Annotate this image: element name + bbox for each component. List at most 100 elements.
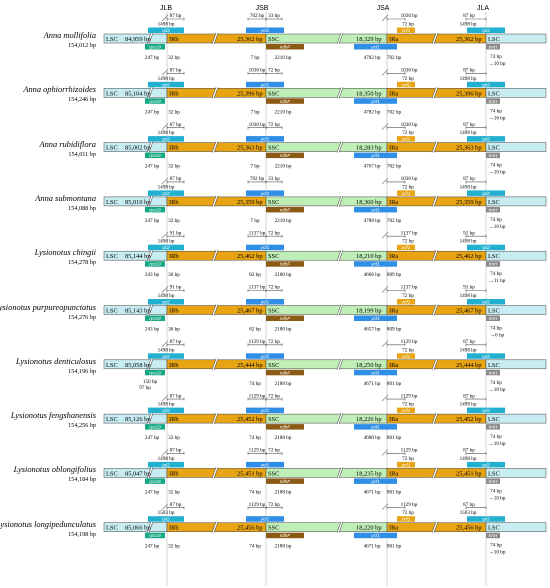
row-8-hook-rpl2-gap (161, 394, 169, 402)
row-1-rpl2-length: 1498 bp (158, 22, 175, 28)
row-5-dim-rpl2-right-gap-label: 91 bp (463, 230, 475, 236)
row-6-gene-ycf1-ssc-label: ycf1 (370, 316, 380, 321)
row-1-gene-ycf1-left (246, 27, 284, 33)
row-5-ira-label: IRa (389, 253, 398, 260)
row-7-rpl2-length: 1498 bp (158, 347, 175, 353)
row-9-break-ira-bg (431, 467, 439, 479)
row-6-gene-rpl2-right (467, 299, 505, 305)
row-10-dim-rpl2-gap-label: 87 bp (170, 502, 182, 508)
row-2-dim-rpl2-gap-label: 87 bp (170, 68, 182, 74)
row-7-gene-rpl2-right (467, 353, 505, 359)
row-7-gene-ycf1-right-label: ycf1 (401, 354, 411, 359)
row-3-dim-ycf1-irb-label: 1030 bp (249, 122, 266, 128)
row-10-ycf1-ira-overlap: 801 bp (387, 544, 402, 550)
row-1-hook-rpl2-gap (161, 14, 169, 22)
row-6-gene-ycf1-left (246, 299, 284, 305)
row-7-break-ira-a (431, 358, 437, 370)
row-10-break-ssc-a (336, 521, 342, 533)
row-10-hook-rpl2-gap (161, 503, 169, 510)
row-1-gene-ycf1-ssc-label: ycf1 (370, 45, 380, 50)
row-7-dim-ira-gap-label: 1129 bp (401, 339, 418, 345)
row-2-gene-ycf1-left-label: ycf1 (260, 82, 270, 87)
row-10-ssc-length: 18,220 bp (356, 525, 382, 532)
row-9-ssc-label: SSC (268, 470, 279, 477)
row-4-break-ira-b (433, 195, 439, 207)
row-8-ycf1-ira-overlap: 801 bp (387, 435, 402, 441)
row-3-gene-rpl2-left-label: rpl2 (162, 137, 170, 142)
row-4-gene-rpl2-left-label: rpl2 (162, 191, 170, 196)
row-6-ira-label: IRa (389, 308, 398, 315)
row-7-break-lsc-b (148, 358, 154, 370)
row-5-rpl2-right-length: 1498 bp (460, 239, 477, 245)
row-8-trnH-length: 74 bp (490, 434, 502, 440)
row-7-ndhF-gap: 74 bp (249, 381, 261, 387)
row-3-break-irb-bg (211, 141, 219, 153)
row-5-gene-rps19-label: rps19 (149, 262, 161, 267)
row-6-rpl2-right-length: 1498 bp (460, 293, 477, 299)
row-6-gene-rps19 (145, 315, 165, 321)
row-2-lsc-length: 85,104 bp (125, 90, 151, 97)
row-10-gene-ycf1-ssc-label: ycf1 (370, 533, 380, 538)
row-2-gene-ycf1-right (397, 81, 415, 88)
row-4-rps19-irb-length: 32 bp (168, 218, 180, 224)
row-4-break-lsc-b (148, 195, 154, 207)
row-4-break-ssc-bg (336, 195, 344, 208)
row-3-break-lsc-b (148, 141, 154, 153)
row-3-break-irb-b (213, 141, 219, 153)
row-6-gene-ndhF (266, 315, 304, 321)
row-10-break-irb-a (211, 521, 217, 533)
row-6-trnH-gap: →6 bp (490, 333, 505, 339)
row-6-hook-ira-gap (381, 286, 389, 293)
row-5-lsc-right-region (485, 250, 547, 261)
row-6-lsc-label: LSC (106, 308, 118, 315)
row-2-break-ssc-a (336, 87, 342, 99)
row-8-hook-ira-gap (381, 394, 389, 402)
row-6-break-lsc-a (146, 304, 152, 316)
row-9-gene-trnH (486, 478, 500, 484)
row-10-gene-ycf1-left-label: ycf1 (260, 517, 270, 522)
row-10-rps19-length: 247 bp (145, 544, 160, 550)
row-9-gene-ycf1-ssc (354, 478, 397, 484)
row-6-genome-length: 154,276 bp (68, 313, 96, 321)
row-1-ira-label: IRa (389, 36, 398, 43)
row-5-ssc-length: 18,210 bp (356, 253, 382, 260)
row-6-gene-ycf1-right-label: ycf1 (401, 300, 411, 305)
row-3-break-ira-bg (431, 141, 439, 153)
row-3-species: Anna rubidiflora (39, 139, 96, 149)
row-7-gene-ycf1-left (246, 353, 284, 359)
row-2-break-lsc-b (148, 87, 154, 99)
row-9-break-irb-a (211, 467, 217, 479)
row-6-gene-rpl2-left (148, 299, 184, 305)
row-5-gene-rpl2-left-label: rpl2 (162, 245, 170, 250)
row-2-ycf1-ira-overlap: 702 bp (387, 109, 402, 115)
row-10-irb-length: 25,456 bp (237, 525, 263, 532)
row-2-rps19-irb-length: 32 bp (168, 109, 180, 115)
row-8-gene-ycf1-right-label: ycf1 (401, 408, 411, 413)
row-10-break-irb-b (213, 521, 219, 533)
row-5-break-irb-a (211, 250, 217, 262)
row-3-hook-ira-gap (381, 123, 389, 130)
row-7-gene-rpl2-left (148, 353, 184, 359)
row-8-dim-ycf1-irb-label: 1129 bp (249, 393, 266, 399)
row-10-break-ssc-b (338, 521, 344, 533)
row-3-ycf1-ssc-length: 4767 bp (364, 164, 381, 170)
row-9-rpl2-length: 1498 bp (158, 456, 175, 462)
row-3-gene-rpl2-right-label: rpl2 (482, 137, 490, 142)
row-9-genome-length: 154,184 bp (68, 476, 96, 484)
row-8-gene-ycf1-ssc (354, 424, 397, 430)
row-9-ira-length: 25,451 bp (456, 470, 482, 477)
row-1-gene-ycf1-right (397, 27, 415, 33)
row-2-ycf1-ssc-length: 4782 bp (364, 109, 381, 115)
row-4-lsc-right-label: LSC (488, 199, 500, 206)
row-3-rpl2-right-length: 1498 bp (460, 130, 477, 136)
row-4-gene-ndhF (266, 206, 304, 213)
row-3-break-irb-a (211, 141, 217, 153)
row-4-gene-rps19-label: rps19 (149, 207, 161, 212)
row-2-ira-length: 25,396 bp (456, 90, 482, 97)
row-7-gene-trnH (486, 369, 500, 376)
row-3-lsc-right-label: LSC (488, 145, 500, 152)
row-1-genome-length: 154,012 bp (68, 42, 96, 49)
row-2-break-ira-a (431, 87, 437, 99)
row-1-ssc-length: 18,329 bp (356, 36, 382, 43)
